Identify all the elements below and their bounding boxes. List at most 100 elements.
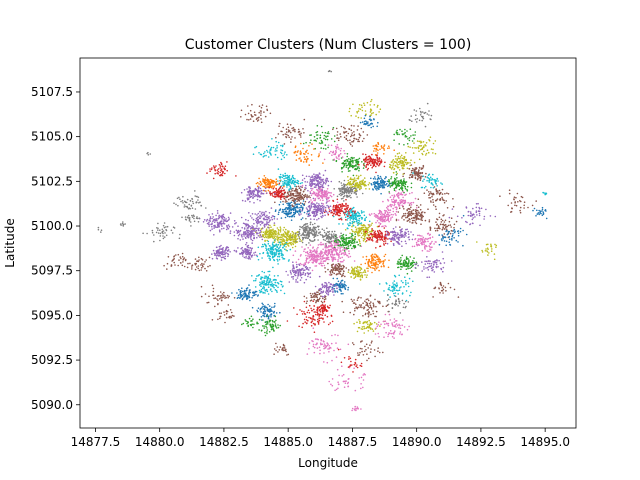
- cluster-point: [372, 258, 375, 261]
- cluster-point: [341, 275, 343, 278]
- cluster-point: [261, 270, 264, 273]
- cluster-point: [345, 284, 347, 287]
- cluster-point: [292, 264, 294, 266]
- cluster-point: [257, 228, 260, 231]
- cluster-point: [311, 240, 313, 243]
- cluster-point: [248, 252, 251, 254]
- cluster-point: [325, 190, 328, 192]
- cluster-point: [339, 270, 342, 272]
- cluster-point: [374, 184, 376, 186]
- cluster-point: [274, 230, 276, 233]
- cluster-point: [293, 199, 295, 201]
- cluster-point: [349, 255, 352, 258]
- cluster-point: [292, 235, 294, 238]
- cluster-point: [405, 262, 408, 265]
- cluster-point: [343, 212, 345, 214]
- cluster-point: [321, 256, 324, 258]
- cluster-point: [304, 262, 307, 265]
- cluster-29: [385, 226, 415, 247]
- cluster-point: [292, 211, 295, 214]
- cluster-point: [421, 217, 423, 219]
- cluster-point: [318, 208, 320, 210]
- cluster-point: [294, 207, 296, 209]
- cluster-point: [309, 178, 312, 180]
- cluster-point: [351, 237, 353, 240]
- cluster-point: [337, 210, 340, 213]
- cluster-point: [410, 217, 413, 220]
- cluster-point: [324, 267, 326, 269]
- cluster-point: [216, 254, 218, 256]
- cluster-point: [303, 228, 305, 231]
- cluster-point: [290, 178, 293, 181]
- cluster-point: [381, 225, 383, 228]
- cluster-point: [309, 267, 311, 269]
- cluster-point: [247, 224, 249, 226]
- cluster-point: [259, 234, 262, 236]
- cluster-point: [384, 259, 386, 261]
- cluster-point: [309, 239, 312, 242]
- cluster-point: [332, 256, 335, 259]
- cluster-point: [344, 244, 346, 246]
- cluster-6: [344, 221, 379, 245]
- cluster-point: [209, 229, 212, 232]
- cluster-point: [275, 248, 277, 251]
- cluster-17: [268, 182, 289, 200]
- cluster-point: [323, 251, 326, 254]
- cluster-point: [253, 252, 255, 254]
- cluster-point: [290, 276, 293, 278]
- cluster-point: [357, 219, 360, 222]
- cluster-point: [407, 267, 409, 270]
- cluster-point: [388, 259, 390, 262]
- cluster-point: [305, 265, 308, 268]
- cluster-point: [296, 210, 298, 212]
- cluster-point: [364, 218, 366, 220]
- cluster-point: [332, 214, 334, 217]
- cluster-point: [321, 193, 324, 196]
- cluster-point: [363, 238, 366, 241]
- cluster-point: [365, 232, 368, 234]
- cluster-point: [369, 159, 372, 161]
- cluster-point: [328, 199, 331, 202]
- cluster-point: [237, 234, 240, 237]
- cluster-point: [261, 243, 264, 246]
- cluster-point: [361, 276, 364, 279]
- cluster-point: [340, 182, 343, 184]
- cluster-point: [352, 210, 354, 213]
- cluster-point: [410, 164, 413, 166]
- cluster-point: [339, 212, 342, 215]
- cluster-point: [377, 158, 379, 160]
- cluster-point: [339, 217, 342, 220]
- cluster-point: [344, 208, 347, 211]
- cluster-point: [347, 237, 349, 239]
- cluster-point: [283, 189, 286, 191]
- cluster-point: [333, 242, 336, 244]
- cluster-point: [386, 185, 389, 188]
- cluster-point: [353, 238, 355, 240]
- cluster-point: [205, 220, 208, 222]
- cluster-point: [209, 216, 212, 218]
- cluster-point: [383, 237, 386, 240]
- cluster-point: [334, 258, 337, 261]
- cluster-point: [293, 213, 296, 215]
- cluster-point: [301, 193, 304, 196]
- cluster-point: [320, 243, 322, 246]
- cluster-point: [404, 187, 407, 190]
- cluster-point: [317, 183, 320, 185]
- cluster-point: [389, 211, 391, 214]
- cluster-point: [365, 188, 367, 190]
- cluster-point: [344, 238, 346, 240]
- cluster-point: [277, 263, 279, 265]
- cluster-point: [289, 185, 292, 187]
- cluster-point: [344, 229, 347, 231]
- cluster-point: [338, 283, 341, 285]
- cluster-point: [270, 231, 273, 233]
- cluster-point: [309, 227, 312, 229]
- cluster-23: [387, 171, 413, 194]
- cluster-point: [308, 254, 310, 256]
- cluster-point: [317, 228, 320, 231]
- cluster-point: [260, 189, 263, 192]
- cluster-point: [274, 233, 276, 235]
- cluster-point: [353, 270, 356, 273]
- cluster-point: [412, 222, 414, 224]
- cluster-point: [345, 267, 348, 269]
